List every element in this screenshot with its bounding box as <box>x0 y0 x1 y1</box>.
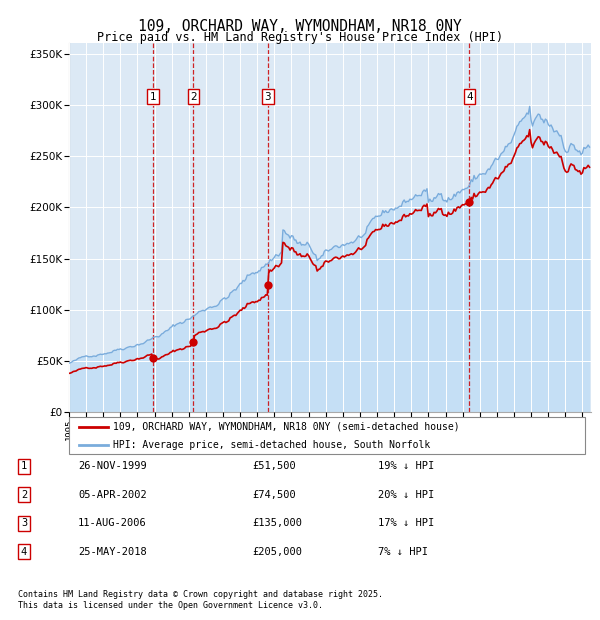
Text: £74,500: £74,500 <box>252 490 296 500</box>
Text: 3: 3 <box>21 518 27 528</box>
Text: Contains HM Land Registry data © Crown copyright and database right 2025.: Contains HM Land Registry data © Crown c… <box>18 590 383 600</box>
Text: 11-AUG-2006: 11-AUG-2006 <box>78 518 147 528</box>
Text: £205,000: £205,000 <box>252 547 302 557</box>
Text: 1: 1 <box>21 461 27 471</box>
Text: HPI: Average price, semi-detached house, South Norfolk: HPI: Average price, semi-detached house,… <box>113 440 430 450</box>
Text: This data is licensed under the Open Government Licence v3.0.: This data is licensed under the Open Gov… <box>18 601 323 611</box>
Text: 1: 1 <box>149 92 156 102</box>
Text: 26-NOV-1999: 26-NOV-1999 <box>78 461 147 471</box>
Text: 19% ↓ HPI: 19% ↓ HPI <box>378 461 434 471</box>
Text: 25-MAY-2018: 25-MAY-2018 <box>78 547 147 557</box>
FancyBboxPatch shape <box>69 417 585 454</box>
Text: 4: 4 <box>466 92 473 102</box>
Text: Price paid vs. HM Land Registry's House Price Index (HPI): Price paid vs. HM Land Registry's House … <box>97 31 503 44</box>
Text: 20% ↓ HPI: 20% ↓ HPI <box>378 490 434 500</box>
Text: 2: 2 <box>21 490 27 500</box>
Text: £135,000: £135,000 <box>252 518 302 528</box>
Text: 7% ↓ HPI: 7% ↓ HPI <box>378 547 428 557</box>
Text: 109, ORCHARD WAY, WYMONDHAM, NR18 0NY (semi-detached house): 109, ORCHARD WAY, WYMONDHAM, NR18 0NY (s… <box>113 422 460 432</box>
Text: 17% ↓ HPI: 17% ↓ HPI <box>378 518 434 528</box>
Text: 109, ORCHARD WAY, WYMONDHAM, NR18 0NY: 109, ORCHARD WAY, WYMONDHAM, NR18 0NY <box>138 19 462 33</box>
Text: 05-APR-2002: 05-APR-2002 <box>78 490 147 500</box>
Text: 4: 4 <box>21 547 27 557</box>
Text: 2: 2 <box>190 92 197 102</box>
Text: £51,500: £51,500 <box>252 461 296 471</box>
Text: 3: 3 <box>265 92 271 102</box>
